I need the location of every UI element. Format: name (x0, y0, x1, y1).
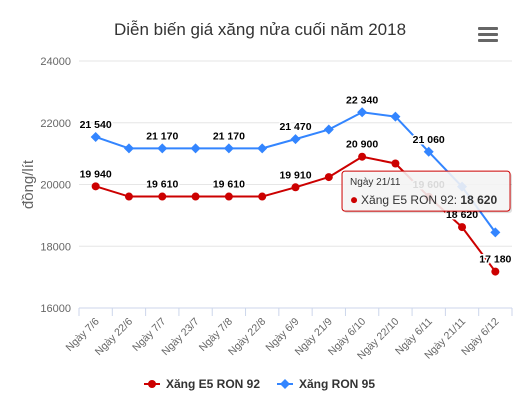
tooltip-series-dot (351, 197, 358, 204)
data-label: 19 610 (146, 179, 178, 191)
data-label: 20 900 (346, 139, 378, 151)
data-label: 19 940 (80, 168, 112, 180)
tooltip-body: Xăng E5 RON 92: 18 620 (361, 193, 497, 207)
menu-bar (478, 33, 498, 36)
data-point[interactable] (148, 380, 156, 388)
data-point[interactable] (91, 182, 100, 191)
legend: Xăng E5 RON 92 Xăng RON 95 (144, 377, 375, 391)
data-label: 21 170 (146, 130, 178, 142)
data-point[interactable] (257, 143, 268, 154)
data-point[interactable] (190, 143, 201, 154)
data-label: 19 910 (279, 169, 311, 181)
data-point[interactable] (491, 267, 500, 276)
data-point[interactable] (290, 134, 301, 145)
data-point[interactable] (390, 111, 401, 122)
y-tick-label: 24000 (40, 56, 71, 68)
tooltip-header: Ngày 21/11 (350, 177, 401, 188)
legend-label: Xăng E5 RON 92 (166, 377, 260, 391)
data-label: 19 610 (213, 179, 245, 191)
data-point[interactable] (458, 223, 467, 232)
y-axis-title: đồng/lít (20, 159, 37, 209)
menu-bar (478, 27, 498, 30)
y-tick-label: 18000 (40, 241, 71, 253)
data-point[interactable] (323, 124, 334, 135)
menu-bar (478, 39, 498, 42)
hamburger-menu-icon[interactable] (478, 27, 498, 43)
data-point[interactable] (123, 143, 134, 154)
data-label: 21 170 (213, 130, 245, 142)
data-point[interactable] (357, 107, 368, 118)
data-point[interactable] (291, 183, 300, 192)
data-point[interactable] (258, 192, 267, 201)
y-axis: 16000 18000 20000 22000 24000 đồng/lít (20, 56, 71, 315)
data-point[interactable] (490, 227, 501, 238)
data-label: 17 180 (479, 254, 511, 266)
y-tick-label: 22000 (40, 118, 71, 130)
legend-item[interactable]: Xăng E5 RON 92 (144, 377, 260, 391)
data-label: 21 540 (80, 119, 112, 131)
data-point[interactable] (391, 159, 400, 168)
tooltip-series-name: Xăng E5 RON 92: (361, 193, 460, 207)
tooltip-box (341, 170, 511, 212)
tooltip-value: 18 620 (460, 193, 497, 207)
data-label: 21 470 (279, 121, 311, 133)
y-tick-label: 20000 (40, 180, 71, 192)
data-point[interactable] (280, 379, 290, 389)
data-point[interactable] (423, 146, 434, 157)
legend-label: Xăng RON 95 (299, 377, 375, 391)
data-point[interactable] (90, 131, 101, 142)
data-point[interactable] (324, 173, 333, 182)
data-point[interactable] (157, 143, 168, 154)
data-point[interactable] (223, 143, 234, 154)
data-point[interactable] (358, 152, 367, 161)
legend-item[interactable]: Xăng RON 95 (277, 377, 375, 391)
data-point[interactable] (124, 192, 133, 201)
data-label: 21 060 (413, 134, 445, 146)
chart-title: Diễn biến giá xăng nửa cuối năm 2018 (113, 20, 407, 39)
data-label: 22 340 (346, 94, 378, 106)
tooltip: Ngày 21/11 Xăng E5 RON 92: 18 620 (341, 170, 513, 214)
y-tick-label: 16000 (40, 303, 71, 315)
data-point[interactable] (191, 192, 200, 201)
data-point[interactable] (158, 192, 167, 201)
data-point[interactable] (224, 192, 233, 201)
